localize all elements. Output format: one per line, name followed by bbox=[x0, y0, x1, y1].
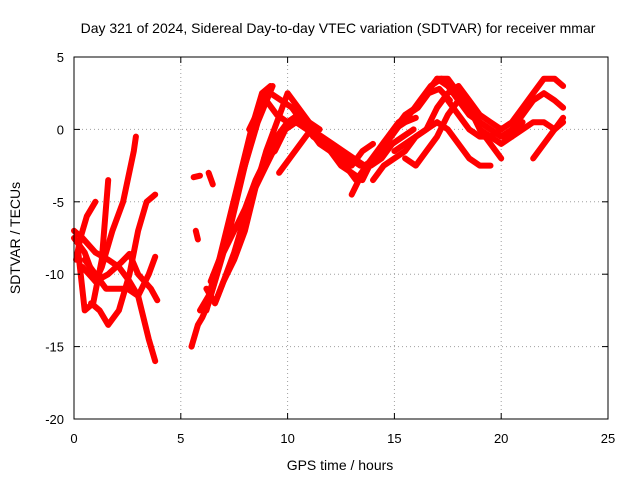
y-tick-label: -20 bbox=[45, 412, 64, 427]
x-tick-label: 5 bbox=[177, 431, 184, 446]
x-axis-label: GPS time / hours bbox=[287, 457, 394, 473]
x-tick-label: 10 bbox=[280, 431, 294, 446]
x-tick-label: 20 bbox=[494, 431, 508, 446]
data-series bbox=[74, 79, 563, 361]
x-tick-label: 25 bbox=[601, 431, 615, 446]
y-tick-label: 0 bbox=[57, 122, 64, 137]
y-tick-label: -15 bbox=[45, 340, 64, 355]
chart-title: Day 321 of 2024, Sidereal Day-to-day VTE… bbox=[81, 20, 596, 36]
y-tick-label: -5 bbox=[52, 195, 64, 210]
series-sat-l bbox=[215, 115, 373, 303]
series-sat-t bbox=[394, 79, 563, 151]
series-sat-aa bbox=[196, 231, 198, 240]
y-tick-label: -10 bbox=[45, 267, 64, 282]
x-tick-label: 15 bbox=[387, 431, 401, 446]
y-axis-label: SDTVAR / TECUs bbox=[7, 182, 23, 294]
y-tick-label: 5 bbox=[57, 50, 64, 65]
series-sat-ab bbox=[209, 173, 213, 185]
series-sat-z bbox=[194, 176, 200, 178]
sdtvar-chart: Day 321 of 2024, Sidereal Day-to-day VTE… bbox=[0, 0, 640, 480]
x-tick-label: 0 bbox=[70, 431, 77, 446]
